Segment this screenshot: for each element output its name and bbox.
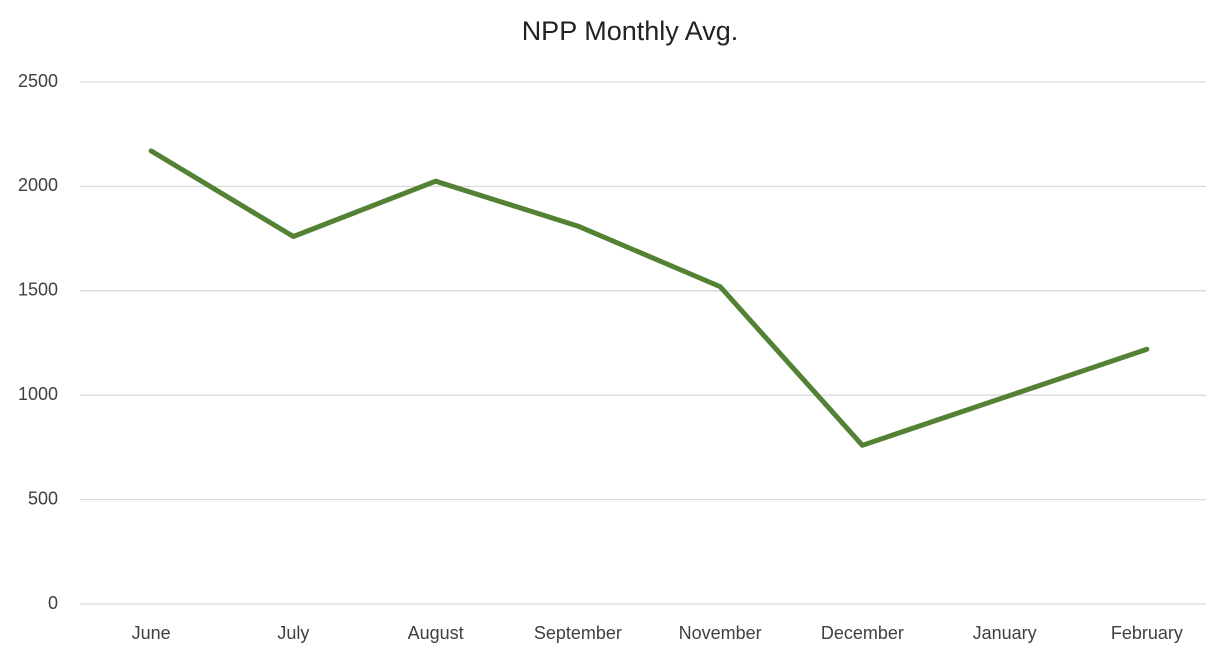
x-tick-label: February — [1111, 623, 1183, 643]
line-series — [148, 148, 1150, 448]
chart-title: NPP Monthly Avg. — [522, 16, 739, 46]
y-tick-label: 1000 — [18, 384, 58, 404]
y-tick-label: 1500 — [18, 280, 58, 300]
x-tick-label: June — [132, 623, 171, 643]
x-tick-label: January — [973, 623, 1037, 643]
y-tick-label: 2500 — [18, 71, 58, 91]
y-tick-label: 2000 — [18, 175, 58, 195]
x-tick-label: December — [821, 623, 904, 643]
y-tick-label: 0 — [48, 593, 58, 613]
y-tick-label: 500 — [28, 488, 58, 508]
x-tick-label: September — [534, 623, 622, 643]
x-tick-label: July — [277, 623, 309, 643]
x-tick-label: November — [679, 623, 762, 643]
x-tick-label: August — [408, 623, 464, 643]
